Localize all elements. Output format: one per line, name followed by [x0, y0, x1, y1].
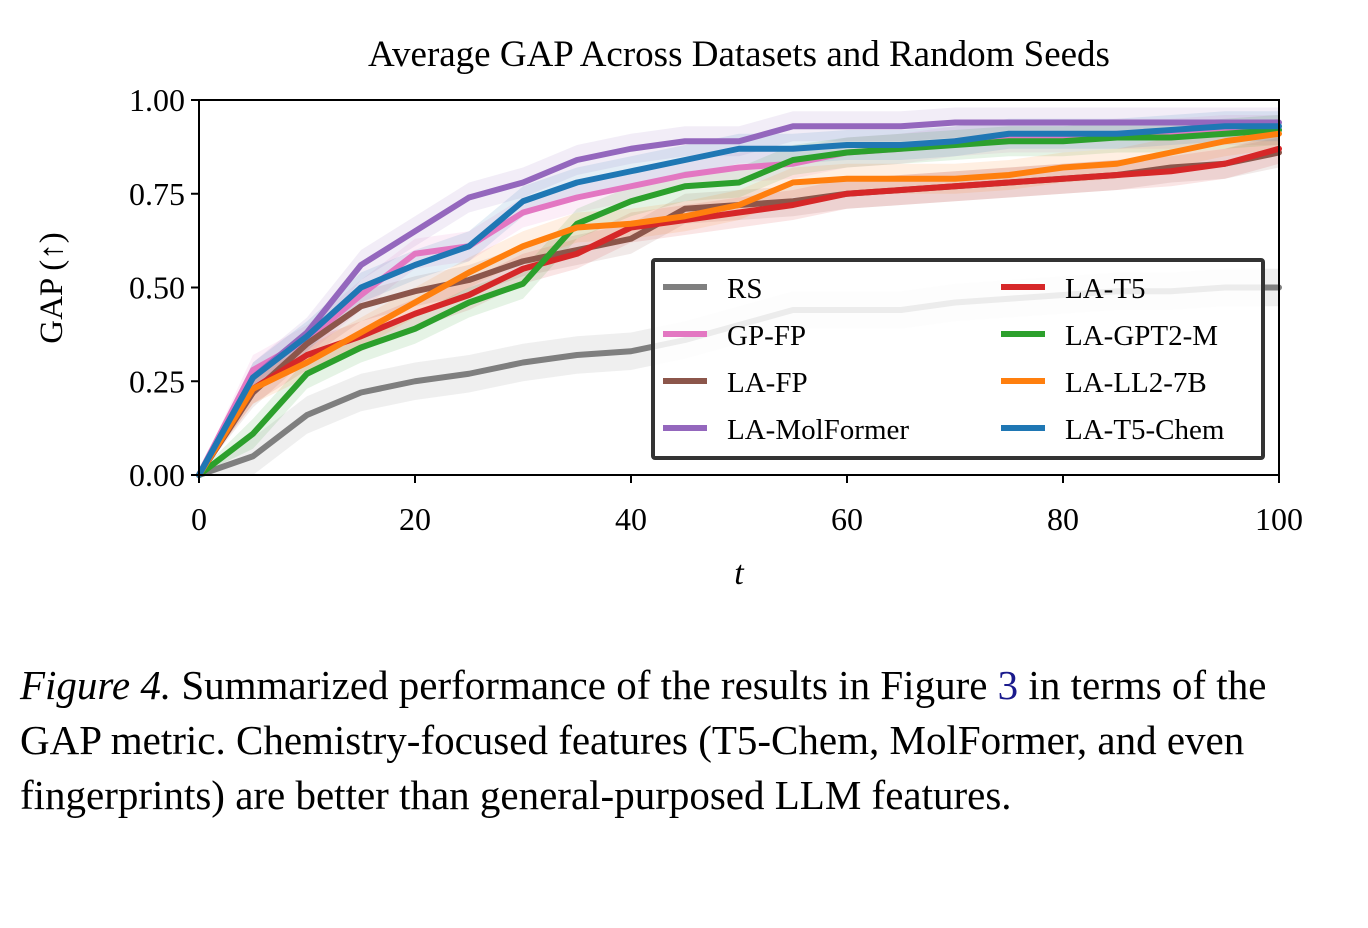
legend-label-la-t5-chem: LA-T5-Chem — [1065, 414, 1225, 446]
x-tick-label: 40 — [615, 501, 647, 537]
legend-label-la-ll2-7b: LA-LL2-7B — [1065, 367, 1207, 399]
y-tick-label: 0.00 — [129, 457, 185, 493]
x-tick-label: 20 — [399, 501, 431, 537]
x-tick-label: 100 — [1255, 501, 1303, 537]
figure-caption: Figure 4. Summarized performance of the … — [20, 658, 1350, 823]
y-tick-label: 1.00 — [129, 82, 185, 118]
legend-label-la-gpt2-m: LA-GPT2-M — [1065, 320, 1218, 352]
line-la-t5-chem — [196, 123, 1282, 478]
line-chart: Average GAP Across Datasets and Random S… — [34, 34, 1303, 592]
y-tick-label: 0.25 — [129, 363, 185, 399]
chart-title: Average GAP Across Datasets and Random S… — [368, 34, 1110, 75]
caption-text-1: Summarized performance of the results in… — [171, 662, 998, 708]
legend-label-la-t5: LA-T5 — [1065, 273, 1146, 305]
legend-label-rs: RS — [727, 273, 762, 305]
y-axis-label: GAP (↑) — [34, 232, 70, 344]
y-tick-label: 0.50 — [129, 270, 185, 306]
y-tick-label: 0.75 — [129, 176, 185, 212]
caption-figure-reference[interactable]: 3 — [997, 662, 1019, 708]
line-la-ll2-7b — [196, 130, 1282, 478]
legend: RS GP-FP LA-FP LA-MolFormer LA-T5 LA-GPT2-M LA… — [651, 258, 1265, 460]
x-axis-label: t — [734, 555, 745, 592]
line-la-gpt2-m — [196, 127, 1282, 478]
y-axis-ticks: 0.00 0.25 0.50 0.75 1.00 — [129, 82, 199, 493]
caption-text-2: in terms of the GAP metric. Chemistry-fo… — [20, 662, 1267, 818]
legend-label-gp-fp: GP-FP — [727, 320, 806, 352]
line-la-molformer — [196, 119, 1282, 478]
legend-label-la-fp: LA-FP — [727, 367, 808, 399]
legend-frame — [651, 258, 1265, 460]
caption-label: Figure 4. — [20, 662, 172, 708]
x-tick-label: 0 — [191, 501, 207, 537]
line-la-t5 — [196, 145, 1282, 478]
x-tick-label: 80 — [1047, 501, 1079, 537]
x-tick-label: 60 — [831, 501, 863, 537]
x-axis-ticks: 0 20 40 60 80 100 — [191, 475, 1303, 537]
legend-label-la-molformer: LA-MolFormer — [727, 414, 909, 446]
